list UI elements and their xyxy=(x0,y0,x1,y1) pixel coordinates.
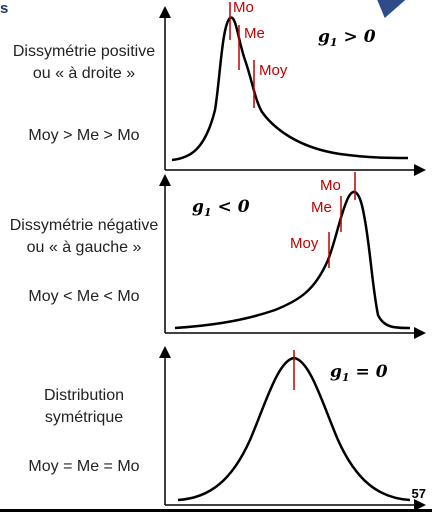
bottom-rule xyxy=(0,509,432,512)
panel1-mo-label: Mo xyxy=(233,0,254,16)
panel2-g1-label: g1 < 0 xyxy=(192,197,250,219)
panel2-moy-label: Moy xyxy=(290,235,319,252)
panel2-mo-label: Mo xyxy=(320,177,341,194)
panel2-plot: Mo Me Moy g1 < 0 xyxy=(159,172,426,339)
panel3-line2: symétrique xyxy=(44,409,124,426)
panel3-g1-label: g1 = 0 xyxy=(330,362,388,384)
panel2-relation: Moy < Me < Mo xyxy=(28,288,140,305)
panel2-curve xyxy=(174,190,411,330)
panel1-me-label: Me xyxy=(244,25,265,42)
panel2-me-label: Me xyxy=(311,199,332,216)
panel3-relation: Moy = Me = Mo xyxy=(28,458,140,475)
panel3-line1: Distribution xyxy=(43,387,125,404)
panel1-moy-label: Moy xyxy=(259,62,288,79)
panel2-description: Dissymétrie négative ou « à gauche » xyxy=(0,215,168,259)
panel1-description: Dissymétrie positive ou « à droite » xyxy=(0,41,168,85)
panel2-line2: ou « à gauche » xyxy=(26,239,142,256)
page-number: 57 xyxy=(411,486,426,501)
panel1-plot: Mo Me Moy g1 > 0 xyxy=(159,0,426,176)
panel1-line2: ou « à droite » xyxy=(32,65,136,82)
panel3-plot: g1 = 0 xyxy=(159,346,426,511)
panel1-relation: Moy > Me > Mo xyxy=(28,127,140,144)
panel1-line1: Dissymétrie positive xyxy=(12,43,156,60)
header-fragment: s xyxy=(0,0,9,17)
panel3-description: Distribution symétrique xyxy=(0,385,168,429)
panel2-line1: Dissymétrie négative xyxy=(9,217,159,234)
panel1-g1-label: g1 > 0 xyxy=(318,27,376,49)
panel1-curve xyxy=(171,16,409,162)
